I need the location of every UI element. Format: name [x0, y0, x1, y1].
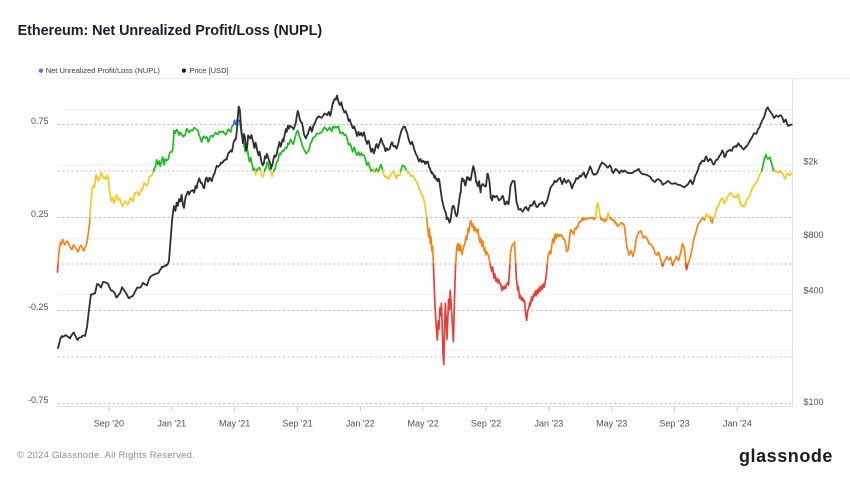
svg-text:May '22: May '22: [407, 418, 438, 428]
svg-text:-0.25: -0.25: [28, 302, 49, 312]
svg-text:$2k: $2k: [804, 157, 819, 167]
svg-text:Jan '24: Jan '24: [723, 418, 752, 428]
svg-text:Ethereum: Net Unrealized Profi: Ethereum: Net Unrealized Profit/Loss (NU…: [18, 23, 323, 39]
svg-text:May '21: May '21: [219, 418, 250, 428]
svg-text:Price [USD]: Price [USD]: [189, 66, 228, 75]
svg-text:glassnode: glassnode: [739, 446, 833, 466]
svg-text:May '23: May '23: [596, 418, 627, 428]
svg-text:© 2024 Glassnode. All Rights R: © 2024 Glassnode. All Rights Reserved.: [17, 450, 195, 461]
svg-text:Sep '23: Sep '23: [659, 418, 689, 428]
svg-text:0.75: 0.75: [31, 116, 49, 126]
svg-text:Jan '23: Jan '23: [535, 418, 564, 428]
svg-text:Sep '21: Sep '21: [282, 418, 312, 428]
svg-text:$100: $100: [804, 397, 824, 407]
svg-text:-0.75: -0.75: [28, 395, 49, 405]
svg-text:Sep '22: Sep '22: [471, 418, 501, 428]
svg-text:Net Unrealized Profit/Loss (NU: Net Unrealized Profit/Loss (NUPL): [46, 66, 161, 75]
svg-text:0.25: 0.25: [31, 209, 49, 219]
svg-text:$400: $400: [804, 286, 824, 296]
svg-text:Sep '20: Sep '20: [94, 418, 124, 428]
svg-text:Jan '21: Jan '21: [157, 418, 186, 428]
svg-text:$800: $800: [804, 230, 824, 240]
svg-text:Jan '22: Jan '22: [346, 418, 375, 428]
